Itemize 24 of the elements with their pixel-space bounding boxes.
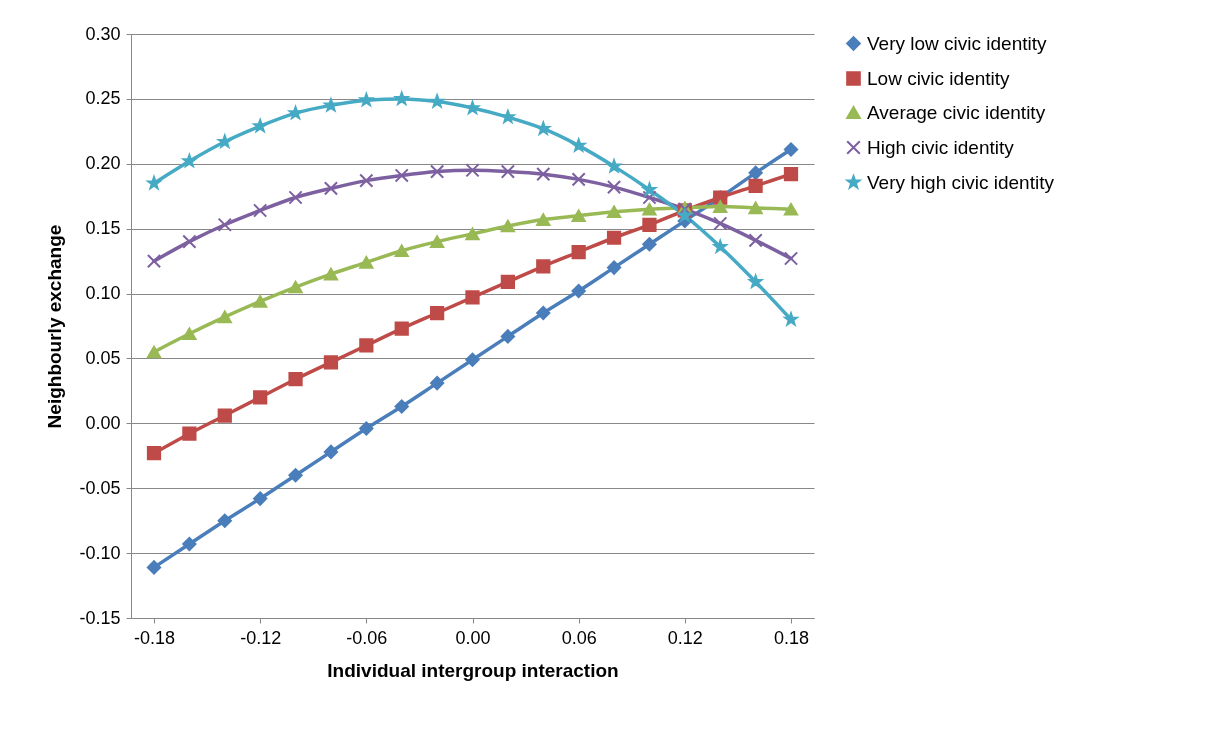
y-tick-label: 0.25 <box>85 88 121 109</box>
legend-label: Average civic identity <box>867 101 1046 123</box>
y-tick-label: 0.20 <box>85 153 121 174</box>
y-tick-label: -0.05 <box>79 477 121 498</box>
x-tick-label: 0.00 <box>455 627 491 648</box>
legend-label: High civic identity <box>867 136 1015 158</box>
x-axis-title: Individual intergroup interaction <box>327 659 619 681</box>
x-tick-label: -0.18 <box>133 627 176 648</box>
x-tick-label: 0.12 <box>667 627 703 648</box>
y-tick-label: 0.10 <box>85 283 121 304</box>
legend-label: Very low civic identity <box>867 32 1048 54</box>
y-tick-label: 0.00 <box>85 412 121 433</box>
x-tick-label: 0.06 <box>561 627 597 648</box>
y-tick-label: 0.05 <box>85 347 121 368</box>
y-tick-label: -0.10 <box>79 542 121 563</box>
legend-label: Low civic identity <box>867 67 1011 89</box>
y-tick-label: 0.15 <box>85 218 121 239</box>
y-tick-label: -0.15 <box>79 607 121 628</box>
x-tick-label: 0.18 <box>773 627 810 648</box>
y-tick-label: 0.30 <box>85 23 121 44</box>
x-tick-label: -0.06 <box>346 627 388 648</box>
x-tick-label: -0.12 <box>240 627 282 648</box>
y-axis-title: Neighbourly exchange <box>44 224 66 429</box>
legend-label: Very high civic identity <box>867 171 1055 193</box>
